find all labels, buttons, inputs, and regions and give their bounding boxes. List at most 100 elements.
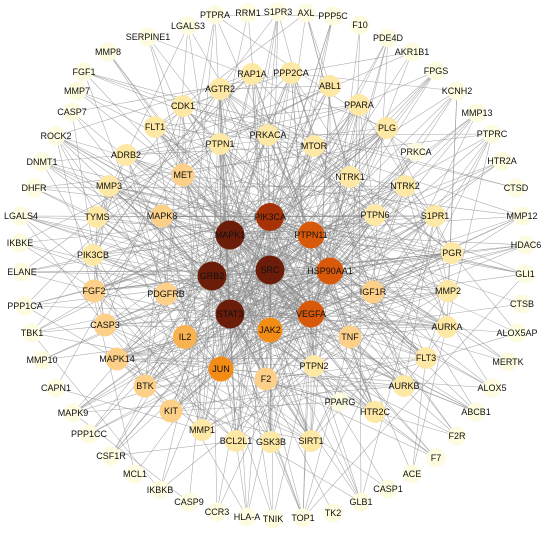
node-jak2[interactable]: JAK2 bbox=[257, 317, 283, 343]
node-f7[interactable]: F7 bbox=[426, 448, 446, 468]
node-casp9[interactable]: CASP9 bbox=[174, 492, 204, 512]
node-mmp8[interactable]: MMP8 bbox=[95, 42, 121, 62]
node-htr2a[interactable]: HTR2A bbox=[487, 151, 517, 171]
node-fgf1[interactable]: FGF1 bbox=[72, 62, 96, 82]
node-dhfr[interactable]: DHFR bbox=[22, 178, 47, 198]
node-ikbkb[interactable]: IKBKB bbox=[147, 480, 174, 500]
node-ppp2ca[interactable]: PPP2CA bbox=[273, 62, 309, 84]
node-mapk14[interactable]: MAPK14 bbox=[99, 347, 135, 371]
node-rap1a[interactable]: RAP1A bbox=[237, 63, 267, 85]
node-ptpn2[interactable]: PTPN2 bbox=[299, 355, 329, 377]
node-ntrk2[interactable]: NTRK2 bbox=[390, 175, 420, 197]
node-f2r[interactable]: F2R bbox=[447, 426, 467, 446]
node-tk2[interactable]: TK2 bbox=[323, 503, 343, 523]
node-ptpra[interactable]: PTPRA bbox=[200, 5, 230, 25]
node-tnik[interactable]: TNIK bbox=[263, 509, 284, 529]
node-jun[interactable]: JUN bbox=[208, 356, 234, 382]
node-mtor[interactable]: MTOR bbox=[301, 135, 328, 157]
node-ctsd[interactable]: CTSD bbox=[504, 178, 529, 198]
node-capn1[interactable]: CAPN1 bbox=[41, 378, 71, 398]
node-pik3cb[interactable]: PIK3CB bbox=[77, 244, 109, 266]
node-axl[interactable]: AXL bbox=[296, 3, 316, 23]
node-mapk1[interactable]: MAPK1 bbox=[215, 220, 246, 250]
node-ptpn1[interactable]: PTPN1 bbox=[205, 133, 235, 155]
node-igf1r[interactable]: IGF1R bbox=[360, 280, 387, 304]
node-ace[interactable]: ACE bbox=[402, 464, 422, 484]
node-casp3[interactable]: CASP3 bbox=[90, 313, 120, 337]
node-ctsb[interactable]: CTSB bbox=[510, 294, 534, 314]
node-bcl2l1[interactable]: BCL2L1 bbox=[220, 430, 253, 452]
node-mmp12[interactable]: MMP12 bbox=[506, 206, 538, 226]
node-mmp7[interactable]: MMP7 bbox=[64, 81, 90, 101]
node-met[interactable]: MET bbox=[171, 163, 195, 187]
node-pik3ca[interactable]: PIK3CA bbox=[254, 203, 286, 231]
node-f10[interactable]: F10 bbox=[350, 15, 370, 35]
node-s1pr3[interactable]: S1PR3 bbox=[264, 2, 293, 22]
node-stat3[interactable]: STAT3 bbox=[215, 299, 245, 329]
node-plg[interactable]: PLG bbox=[376, 117, 398, 139]
node-dnmt1[interactable]: DNMT1 bbox=[27, 152, 58, 172]
node-agtr2[interactable]: AGTR2 bbox=[205, 78, 235, 100]
node-rock2[interactable]: ROCK2 bbox=[40, 126, 72, 146]
node-serpine1[interactable]: SERPINE1 bbox=[126, 27, 171, 47]
node-cdk1[interactable]: CDK1 bbox=[171, 95, 195, 117]
node-mapk8[interactable]: MAPK8 bbox=[147, 204, 178, 228]
node-tnf[interactable]: TNF bbox=[338, 325, 362, 349]
node-mapk9[interactable]: MAPK9 bbox=[58, 403, 89, 423]
node-abl1[interactable]: ABL1 bbox=[319, 75, 341, 97]
node-lgals4[interactable]: LGALS4 bbox=[4, 206, 38, 226]
node-ppara[interactable]: PPARA bbox=[344, 94, 374, 116]
node-alox5ap[interactable]: ALOX5AP bbox=[496, 323, 538, 343]
node-csf1r[interactable]: CSF1R bbox=[96, 446, 126, 466]
node-ptprc[interactable]: PTPRC bbox=[477, 124, 508, 144]
node-f2[interactable]: F2 bbox=[254, 367, 278, 391]
node-s1pr1[interactable]: S1PR1 bbox=[421, 205, 450, 227]
node-ikbke[interactable]: IKBKE bbox=[7, 233, 34, 253]
node-src[interactable]: SRC bbox=[255, 255, 285, 285]
node-prkca[interactable]: PRKCA bbox=[400, 142, 432, 162]
node-ppp1ca[interactable]: PPP1CA bbox=[7, 296, 43, 316]
node-ppp5c[interactable]: PPP5C bbox=[318, 6, 348, 26]
node-grb2[interactable]: GRB2 bbox=[197, 261, 227, 291]
node-flt3[interactable]: FLT3 bbox=[415, 347, 437, 369]
node-casp1[interactable]: CASP1 bbox=[373, 479, 403, 499]
node-hla-a[interactable]: HLA-A bbox=[234, 507, 261, 527]
node-prkaca[interactable]: PRKACA bbox=[249, 124, 287, 146]
node-mmp10[interactable]: MMP10 bbox=[26, 350, 58, 370]
node-lgals3[interactable]: LGALS3 bbox=[171, 16, 205, 36]
node-kit[interactable]: KIT bbox=[159, 399, 183, 423]
node-mmp13[interactable]: MMP13 bbox=[461, 103, 493, 123]
node-htr2c[interactable]: HTR2C bbox=[360, 401, 391, 423]
node-mmp3[interactable]: MMP3 bbox=[96, 175, 122, 197]
node-adrb2[interactable]: ADRB2 bbox=[111, 144, 141, 166]
node-top1[interactable]: TOP1 bbox=[291, 508, 315, 528]
node-hdac6[interactable]: HDAC6 bbox=[511, 235, 542, 255]
node-gli1[interactable]: GLI1 bbox=[515, 264, 535, 284]
node-tyms[interactable]: TYMS bbox=[84, 206, 110, 228]
node-ptpn11[interactable]: PTPN11 bbox=[294, 221, 328, 249]
node-fpgs[interactable]: FPGS bbox=[424, 61, 449, 81]
node-casp7[interactable]: CASP7 bbox=[57, 102, 87, 122]
node-abcb1[interactable]: ABCB1 bbox=[461, 402, 491, 422]
node-pparg[interactable]: PPARG bbox=[325, 392, 356, 412]
node-elane[interactable]: ELANE bbox=[7, 262, 37, 282]
node-il2[interactable]: IL2 bbox=[173, 325, 197, 349]
node-fgf2[interactable]: FGF2 bbox=[82, 279, 106, 303]
node-tbk1[interactable]: TBK1 bbox=[21, 323, 44, 343]
node-mmp2[interactable]: MMP2 bbox=[435, 280, 461, 302]
node-glb1[interactable]: GLB1 bbox=[349, 492, 373, 512]
node-sirt1[interactable]: SIRT1 bbox=[298, 430, 324, 452]
node-aurkb[interactable]: AURKB bbox=[388, 375, 420, 397]
node-aurka[interactable]: AURKA bbox=[431, 316, 463, 338]
node-pgr[interactable]: PGR bbox=[441, 242, 463, 264]
node-hsp90aa1[interactable]: HSP90AA1 bbox=[307, 257, 353, 285]
node-mcl1[interactable]: MCL1 bbox=[123, 464, 147, 484]
node-ppp1cc[interactable]: PPP1CC bbox=[71, 424, 108, 444]
node-vegfa[interactable]: VEGFA bbox=[296, 300, 326, 328]
node-btk[interactable]: BTK bbox=[133, 374, 157, 398]
node-rrm1[interactable]: RRM1 bbox=[235, 3, 261, 23]
node-gsk3b[interactable]: GSK3B bbox=[256, 431, 286, 453]
node-kcnh2[interactable]: KCNH2 bbox=[442, 81, 473, 101]
node-ptpn6[interactable]: PTPN6 bbox=[360, 204, 390, 226]
node-mmp1[interactable]: MMP1 bbox=[189, 419, 215, 441]
